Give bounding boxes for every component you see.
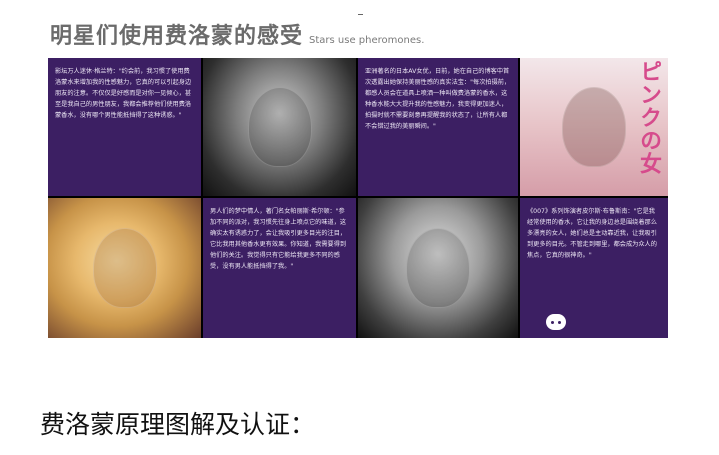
header-title-en: Stars use pheromones. (309, 35, 425, 46)
wechat-icon (546, 314, 566, 330)
text-panel-av-actress: 亚洲著名的日本AV女优，日前，她在自己的博客中首次透露出她保持美丽性感的真实法宝… (358, 58, 518, 196)
face-placeholder (406, 228, 470, 308)
text-panel-pierce-brosnan-body: 《007》系列饰演者皮尔斯·布鲁斯南："它是我经常使用的香水，它让我的身边总是围… (527, 208, 657, 259)
header-title-cn: 明星们使用费洛蒙的感受 (50, 24, 304, 49)
text-panel-pierce-brosnan: 《007》系列饰演者皮尔斯·布鲁斯南："它是我经常使用的香水，它让我的身边总是围… (520, 198, 668, 338)
pink-sign-text: ピンクの女 (636, 60, 661, 175)
photo-pierce-brosnan (358, 198, 518, 338)
photo-hugh-grant (203, 58, 356, 196)
divider-tick (358, 14, 363, 15)
face-placeholder (247, 87, 312, 167)
text-panel-paris-hilton-body: 男人们的梦中情人，著门名女帕丽斯·希尔顿："参加不同的派对，我习惯先往身上喷点它… (210, 208, 347, 270)
text-panel-hugh-grant-body: 影坛万人迷休·格兰特："约会前，我习惯了使用费洛蒙水来增加我的性感魅力，它真的可… (55, 68, 192, 119)
photo-paris-hilton (48, 198, 201, 338)
text-panel-av-actress-body: 亚洲著名的日本AV女优，日前，她在自己的博客中首次透露出她保持美丽性感的真实法宝… (365, 68, 511, 130)
section-caption: 费洛蒙原理图解及认证： (40, 410, 316, 439)
photo-av-actress: ピンクの女 (520, 58, 668, 196)
face-placeholder (562, 87, 626, 167)
text-panel-paris-hilton: 男人们的梦中情人，著门名女帕丽斯·希尔顿："参加不同的派对，我习惯先往身上喷点它… (203, 198, 356, 338)
text-panel-hugh-grant: 影坛万人迷休·格兰特："约会前，我习惯了使用费洛蒙水来增加我的性感魅力，它真的可… (48, 58, 201, 196)
collage-image: 影坛万人迷休·格兰特："约会前，我习惯了使用费洛蒙水来增加我的性感魅力，它真的可… (48, 58, 668, 338)
header: 明星们使用费洛蒙的感受 Stars use pheromones. (50, 18, 530, 52)
face-placeholder (92, 228, 157, 308)
